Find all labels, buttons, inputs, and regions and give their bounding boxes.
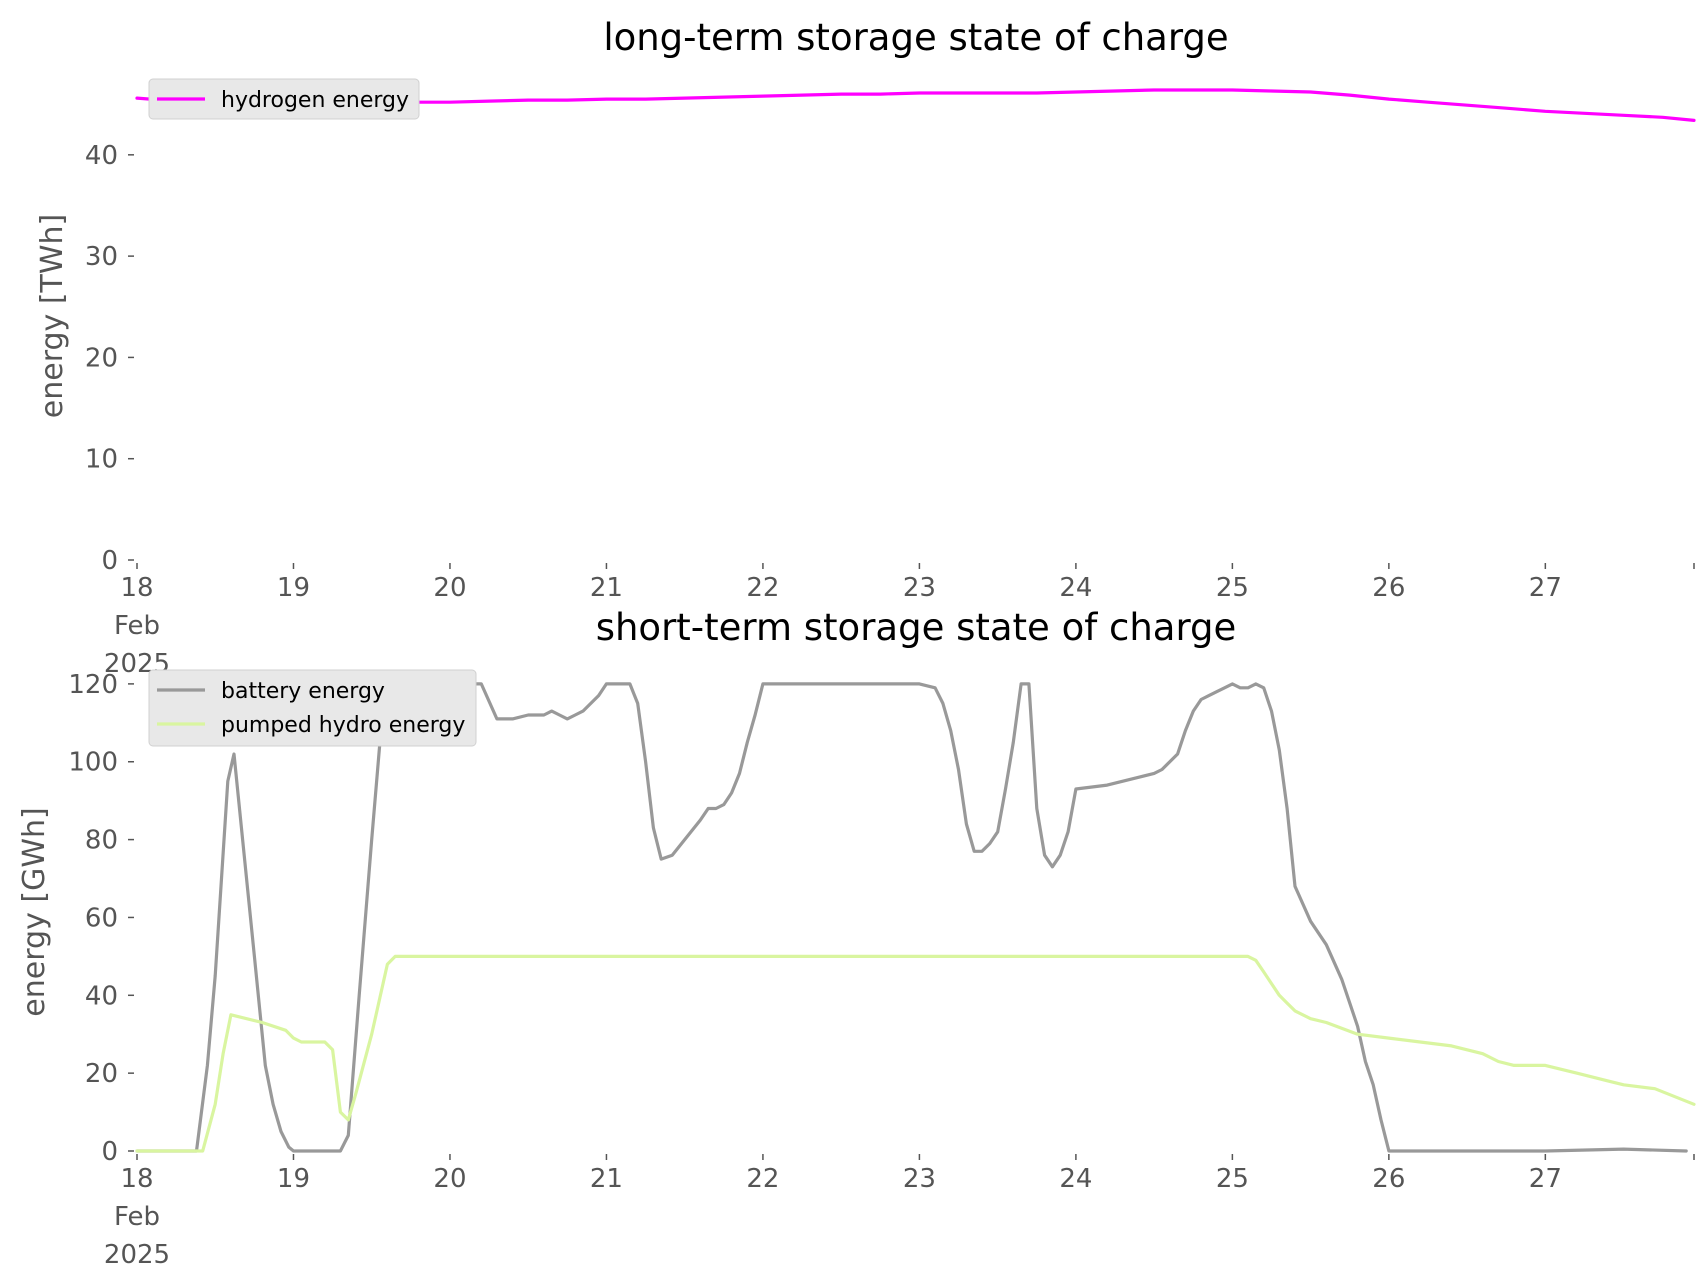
legend-label: pumped hydro energy [221, 713, 465, 738]
y-tick-label: 100 [68, 748, 118, 778]
x-tick-label: 19 [277, 1164, 310, 1194]
y-tick-label: 120 [68, 670, 118, 700]
x-tick-label: 22 [746, 1164, 779, 1194]
legend: battery energy pumped hydro energy [148, 669, 477, 747]
chart-title: short-term storage state of charge [596, 606, 1237, 649]
x-tick-label: Feb [114, 1202, 160, 1232]
series-line-battery-energy [135, 682, 1688, 1153]
y-tick-label: 80 [85, 826, 118, 856]
x-tick-label: 20 [433, 573, 466, 603]
x-tick-label: 26 [1372, 573, 1405, 603]
x-tick-label: Feb [114, 611, 160, 641]
legend-box [148, 669, 477, 747]
x-tick-label: 27 [1529, 1164, 1562, 1194]
x-tick-label: 18 [120, 573, 153, 603]
y-tick-label: 60 [85, 903, 118, 933]
x-tick-label: 25 [1216, 573, 1249, 603]
x-tick-label: 20 [433, 1164, 466, 1194]
y-tick-label: 0 [101, 1137, 118, 1167]
y-tick-label: 40 [85, 141, 118, 171]
y-ticks: 0 20 40 60 80 100 120 [68, 670, 134, 1167]
x-tick-label: 24 [1059, 1164, 1092, 1194]
y-axis-label: energy [GWh] [17, 807, 52, 1016]
legend: hydrogen energy [148, 78, 420, 120]
x-tick-label: 19 [277, 573, 310, 603]
short-term-chart: short-term storage state of charge energ… [17, 606, 1696, 1270]
legend-box [148, 78, 420, 120]
y-tick-label: 10 [85, 445, 118, 475]
series-line-pumped-hydro-energy [135, 954, 1696, 1153]
x-tick-label: 21 [590, 573, 623, 603]
x-tick-label: 18 [120, 1164, 153, 1194]
x-tick-label: 2025 [104, 1240, 170, 1270]
x-tick-label: 23 [903, 573, 936, 603]
x-ticks: 18 Feb 2025 19 20 21 22 23 24 25 26 27 [104, 1154, 1695, 1270]
legend-label: hydrogen energy [221, 88, 409, 113]
x-tick-label: 22 [746, 573, 779, 603]
x-tick-label: 27 [1529, 573, 1562, 603]
y-ticks: 0 10 20 30 40 [85, 141, 134, 576]
chart-title: long-term storage state of charge [603, 16, 1228, 59]
x-tick-label: 26 [1372, 1164, 1405, 1194]
y-tick-label: 30 [85, 242, 118, 272]
y-axis-label: energy [TWh] [35, 214, 70, 418]
x-tick-label: 24 [1059, 573, 1092, 603]
x-tick-label: 25 [1216, 1164, 1249, 1194]
y-tick-label: 20 [85, 343, 118, 373]
x-tick-label: 23 [903, 1164, 936, 1194]
y-tick-label: 20 [85, 1059, 118, 1089]
long-term-chart: long-term storage state of charge energy… [35, 16, 1696, 679]
x-tick-label: 21 [590, 1164, 623, 1194]
y-tick-label: 40 [85, 981, 118, 1011]
y-tick-label: 0 [101, 546, 118, 576]
series-lines [135, 682, 1696, 1153]
legend-label: battery energy [221, 679, 385, 704]
